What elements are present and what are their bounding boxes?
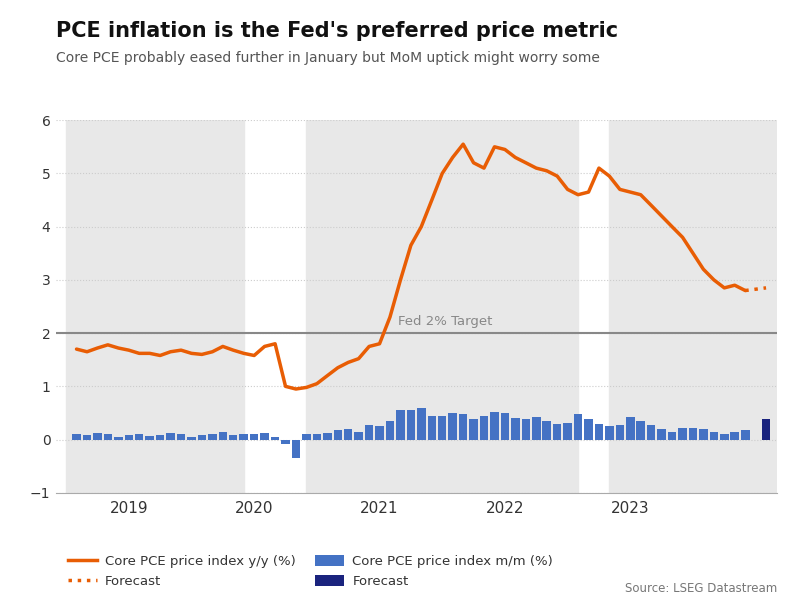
Bar: [469, 419, 478, 439]
Bar: [376, 426, 384, 439]
Bar: [407, 410, 415, 439]
Bar: [302, 435, 311, 439]
Bar: [501, 413, 509, 439]
Bar: [156, 435, 164, 439]
Bar: [574, 414, 582, 439]
Bar: [333, 430, 342, 439]
Bar: [459, 414, 468, 439]
Bar: [103, 435, 112, 439]
Bar: [229, 435, 237, 439]
Bar: [647, 425, 655, 439]
Text: Fed 2% Target: Fed 2% Target: [398, 315, 493, 328]
Bar: [93, 433, 102, 439]
Bar: [271, 437, 280, 439]
Bar: [239, 435, 248, 439]
Bar: [135, 435, 143, 439]
Text: PCE inflation is the Fed's preferred price metric: PCE inflation is the Fed's preferred pri…: [56, 21, 618, 41]
Bar: [584, 419, 593, 439]
Bar: [720, 435, 729, 439]
Bar: [594, 424, 603, 439]
Bar: [307, 120, 578, 493]
Bar: [699, 429, 707, 439]
Bar: [83, 435, 91, 439]
Bar: [177, 435, 185, 439]
Bar: [637, 421, 645, 439]
Bar: [521, 419, 530, 439]
Bar: [312, 435, 321, 439]
Text: Core PCE probably eased further in January but MoM uptick might worry some: Core PCE probably eased further in Janua…: [56, 51, 600, 65]
Text: Source: LSEG Datastream: Source: LSEG Datastream: [625, 582, 777, 595]
Bar: [72, 435, 81, 439]
Bar: [219, 432, 227, 439]
Bar: [260, 433, 269, 439]
Bar: [490, 412, 499, 439]
Bar: [187, 437, 195, 439]
Bar: [532, 417, 541, 439]
Bar: [542, 421, 551, 439]
Bar: [658, 429, 666, 439]
Bar: [292, 439, 300, 458]
Bar: [365, 425, 373, 439]
Bar: [553, 424, 562, 439]
Bar: [563, 423, 572, 439]
Bar: [281, 439, 290, 444]
Bar: [480, 416, 489, 439]
Bar: [428, 416, 436, 439]
Bar: [124, 435, 133, 439]
Bar: [616, 425, 624, 439]
Bar: [146, 436, 154, 439]
Bar: [385, 421, 394, 439]
Bar: [417, 407, 425, 439]
Bar: [678, 428, 686, 439]
Bar: [323, 433, 332, 439]
Bar: [605, 426, 614, 439]
Bar: [449, 413, 457, 439]
Bar: [626, 417, 634, 439]
Bar: [438, 416, 446, 439]
Bar: [208, 435, 217, 439]
Bar: [344, 429, 352, 439]
Bar: [731, 432, 739, 439]
Bar: [354, 432, 363, 439]
Bar: [762, 419, 771, 439]
Bar: [250, 435, 259, 439]
Bar: [396, 410, 405, 439]
Bar: [66, 120, 244, 493]
Bar: [668, 432, 676, 439]
Bar: [741, 430, 750, 439]
Bar: [198, 435, 206, 439]
Bar: [167, 433, 175, 439]
Bar: [710, 432, 718, 439]
Bar: [114, 437, 123, 439]
Bar: [610, 120, 787, 493]
Bar: [689, 428, 697, 439]
Legend: Core PCE price index y/y (%), Forecast, Core PCE price index m/m (%), Forecast: Core PCE price index y/y (%), Forecast, …: [62, 550, 558, 593]
Bar: [511, 418, 520, 439]
